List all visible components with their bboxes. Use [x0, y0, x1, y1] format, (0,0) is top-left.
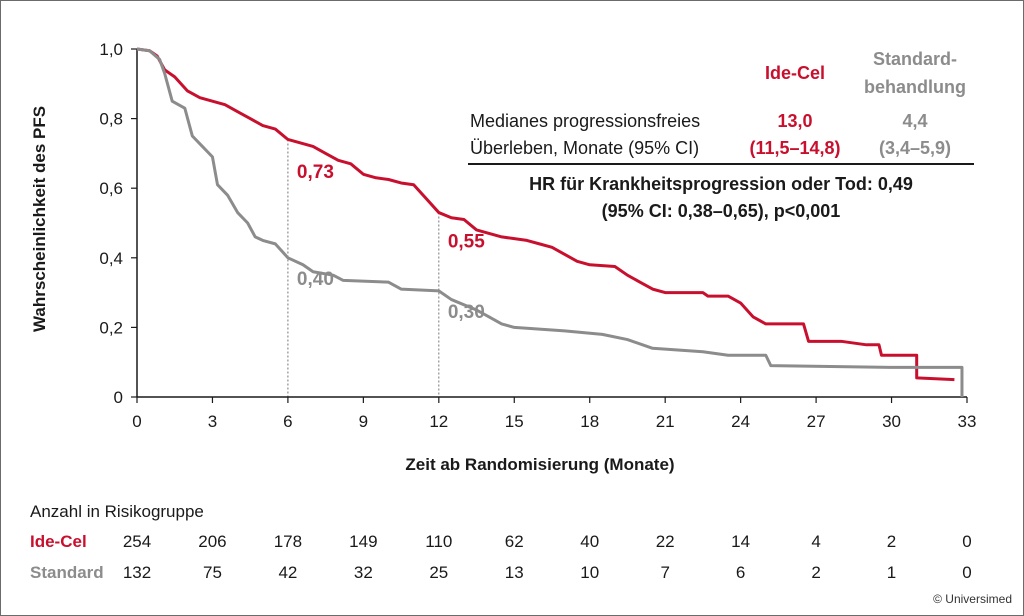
risk-row-ide-cel: 254 206 178 149 110 62 40 22 14 4 2 0: [0, 532, 1024, 556]
x-tick-label: 24: [731, 412, 750, 431]
risk-value: 10: [580, 563, 600, 582]
x-tick-label: 15: [505, 412, 524, 431]
x-tick-label: 27: [807, 412, 826, 431]
x-tick-label: 9: [359, 412, 368, 431]
data-label-standard: 0,40: [297, 269, 334, 290]
x-tick-label: 6: [283, 412, 292, 431]
y-tick-label: 0,2: [99, 318, 123, 337]
risk-value: 132: [122, 563, 152, 582]
risk-value: 0: [962, 532, 972, 551]
risk-value: 7: [660, 563, 670, 582]
risk-value: 42: [278, 563, 298, 582]
series-line-ide-cel: [136, 47, 955, 382]
risk-value: 32: [353, 563, 373, 582]
risk-value: 149: [349, 532, 378, 551]
risk-row-label-ide-cel: Ide-Cel: [30, 532, 87, 551]
data-label-ide-cel: 0,73: [297, 162, 334, 183]
x-tick-label: 33: [958, 412, 977, 431]
x-tick-label: 18: [580, 412, 599, 431]
risk-value: 62: [504, 532, 524, 551]
risk-row-label-standard: Standard: [30, 563, 104, 582]
standard-median: 4,4: [902, 111, 928, 131]
table-header-ide-cel: Ide-Cel: [764, 63, 825, 83]
risk-value: 206: [198, 532, 227, 551]
risk-value: 6: [735, 563, 746, 582]
risk-value: 22: [655, 532, 675, 551]
ide-cel-ci: (11,5–14,8): [749, 138, 841, 158]
risk-value: 110: [425, 532, 453, 551]
y-tick-label: 0,4: [99, 249, 123, 268]
hazard-ratio-line2: (95% CI: 0,38–0,65), p<0,001: [601, 201, 841, 221]
risk-value: 40: [580, 532, 600, 551]
hazard-ratio-line1: HR für Krankheitsprogression oder Tod: 0…: [529, 174, 913, 194]
y-axis-label: Wahrscheinlichkeit des PFS: [30, 105, 49, 332]
risk-table-title: Anzahl in Risikogruppe: [30, 502, 204, 521]
table-row-label-line2: Überleben, Monate (95% CI): [470, 138, 700, 158]
risk-value: 0: [962, 563, 972, 582]
data-label-standard: 0,30: [448, 302, 485, 323]
data-label-ide-cel: 0,55: [448, 232, 485, 253]
table-header-standard-line1: Standard-: [872, 49, 957, 69]
risk-value: 2: [886, 532, 897, 551]
risk-value: 178: [273, 532, 303, 551]
risk-value: 13: [504, 563, 524, 582]
y-tick-label: 1,0: [99, 40, 123, 59]
risk-value: 2: [811, 563, 821, 582]
table-divider: [468, 163, 974, 165]
y-tick-label: 0: [114, 388, 123, 407]
risk-row-standard: 132 75 42 32 25 13 10 7 6 2 1 0: [0, 563, 1024, 587]
risk-value: 75: [202, 563, 222, 582]
ide-cel-median: 13,0: [777, 111, 813, 131]
standard-ci: (3,4–5,9): [878, 138, 952, 158]
series-line-standard: [136, 47, 964, 397]
x-tick-label: 30: [882, 412, 901, 431]
risk-value: 4: [811, 532, 821, 551]
y-tick-label: 0,6: [99, 179, 123, 198]
table-header-standard-line2: behandlung: [864, 77, 966, 97]
y-tick-label: 0,8: [99, 110, 123, 129]
x-tick-label: 3: [208, 412, 217, 431]
table-row-label-line1: Medianes progressionsfreies: [470, 111, 701, 131]
copyright: © Universimed: [933, 592, 1012, 606]
risk-value: 14: [731, 532, 751, 551]
x-tick-label: 0: [132, 412, 141, 431]
x-tick-label: 21: [656, 412, 675, 431]
risk-value: 25: [429, 563, 449, 582]
risk-value: 254: [122, 532, 152, 551]
x-axis-label: Zeit ab Randomisierung (Monate): [405, 455, 675, 474]
risk-value: 1: [886, 563, 897, 582]
x-tick-label: 12: [429, 412, 448, 431]
